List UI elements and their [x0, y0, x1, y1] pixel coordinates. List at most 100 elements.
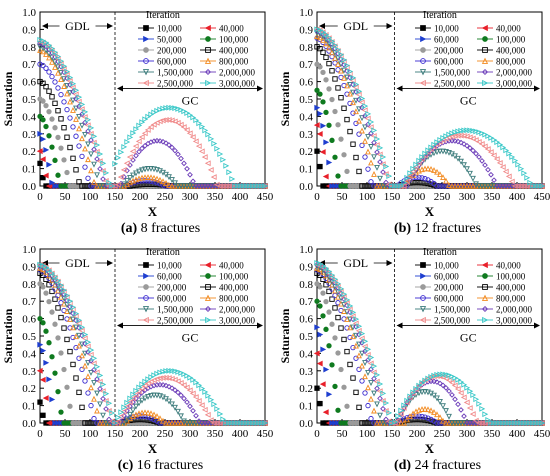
- legend-marker: [419, 79, 426, 87]
- data-point: [347, 324, 353, 331]
- data-point: [443, 371, 450, 378]
- data-point: [323, 366, 330, 373]
- data-point: [142, 395, 148, 402]
- legend-label: 2,000,000: [219, 305, 256, 315]
- data-point: [169, 401, 175, 408]
- legend-label: 10,000: [157, 24, 182, 34]
- data-point: [157, 176, 163, 183]
- data-point: [377, 175, 383, 182]
- data-point: [175, 151, 181, 158]
- data-point: [178, 107, 185, 113]
- data-point: [43, 264, 50, 271]
- data-point: [61, 99, 67, 105]
- data-point: [322, 173, 329, 180]
- data-point: [347, 90, 353, 97]
- data-point: [127, 162, 133, 168]
- data-point: [431, 378, 437, 385]
- data-point: [391, 420, 398, 426]
- data-point: [58, 58, 65, 65]
- data-point: [97, 183, 103, 190]
- data-point: [494, 139, 501, 146]
- x-tick-label: 50: [60, 191, 72, 203]
- data-point: [377, 381, 384, 387]
- x-tick-label: 50: [337, 191, 349, 203]
- series-4: [314, 87, 545, 189]
- data-point: [362, 348, 368, 355]
- data-point: [64, 90, 70, 97]
- data-point: [334, 48, 341, 54]
- data-point: [204, 411, 211, 418]
- data-point: [335, 61, 341, 67]
- data-point: [177, 121, 184, 128]
- legend-marker: [419, 316, 426, 324]
- data-point: [64, 384, 70, 390]
- data-point: [406, 173, 413, 180]
- x-axis-label: X: [148, 441, 158, 456]
- data-point: [169, 177, 175, 183]
- data-point: [46, 161, 53, 168]
- y-tick-label: 0.9: [22, 261, 36, 273]
- data-point: [148, 178, 154, 184]
- legend-marker: [142, 316, 149, 324]
- data-point: [69, 84, 76, 91]
- data-point: [344, 316, 350, 322]
- data-point: [479, 130, 486, 137]
- gdl-label: GDL: [65, 19, 90, 33]
- gdl-label-bg: [337, 17, 374, 33]
- data-point: [314, 259, 321, 266]
- legend-marker: [205, 79, 212, 87]
- data-point: [491, 136, 498, 143]
- data-point: [379, 397, 386, 404]
- data-point: [326, 122, 332, 128]
- data-point: [470, 175, 476, 182]
- data-point: [362, 338, 369, 345]
- data-point: [469, 411, 476, 418]
- data-point: [422, 414, 428, 420]
- data-point: [398, 407, 405, 414]
- data-point: [425, 406, 431, 413]
- data-point: [383, 416, 389, 423]
- data-point: [437, 398, 443, 405]
- legend-marker: [482, 316, 489, 324]
- x-tick-label: 400: [232, 191, 249, 203]
- data-point: [446, 131, 453, 138]
- data-point: [470, 182, 476, 189]
- data-point: [335, 420, 342, 426]
- data-point: [37, 261, 44, 268]
- data-point: [437, 414, 443, 421]
- legend-label: 3,000,000: [496, 316, 533, 326]
- data-point: [461, 182, 467, 189]
- data-point: [323, 31, 330, 38]
- data-point: [55, 305, 61, 311]
- data-point: [335, 122, 341, 128]
- data-point: [422, 165, 428, 172]
- data-point: [323, 77, 329, 83]
- data-point: [365, 166, 371, 172]
- data-point: [85, 175, 91, 181]
- caption-label: (c): [118, 458, 134, 473]
- data-point: [121, 174, 127, 180]
- data-point: [449, 420, 455, 427]
- data-point: [329, 68, 335, 74]
- gc-arrow-head-left: [117, 322, 123, 329]
- data-point: [341, 74, 347, 81]
- data-point: [133, 403, 139, 410]
- data-point: [43, 276, 49, 282]
- data-point: [434, 379, 440, 385]
- data-point: [214, 145, 221, 152]
- data-point: [398, 183, 405, 189]
- data-point: [96, 158, 103, 165]
- data-point: [422, 389, 428, 395]
- data-point: [139, 167, 145, 174]
- data-point: [419, 379, 426, 386]
- data-point: [344, 348, 350, 355]
- data-point: [341, 105, 347, 111]
- data-point: [472, 137, 479, 144]
- data-point: [139, 174, 145, 181]
- data-point: [112, 160, 119, 167]
- data-point: [374, 136, 381, 142]
- data-point: [60, 288, 67, 295]
- y-tick-label: 0.1: [22, 401, 36, 413]
- data-point: [73, 105, 79, 112]
- data-point: [70, 80, 77, 87]
